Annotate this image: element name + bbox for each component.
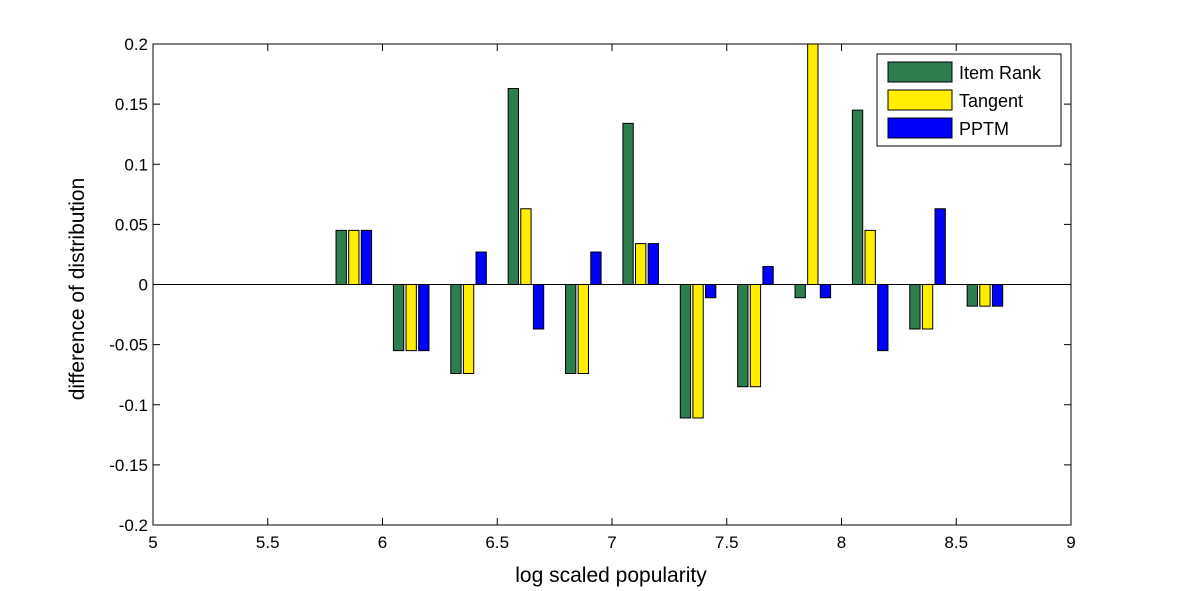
bar-tangent-9 (864, 229, 876, 285)
bar-tangent-0 (348, 229, 360, 285)
legend-label-pptm: PPTM (959, 119, 1009, 139)
bar-pptm-1 (418, 284, 430, 352)
bar-pptm-6 (705, 284, 717, 299)
bar-item-rank-8 (794, 284, 806, 299)
y-tick-label: -0.05 (109, 336, 148, 355)
bar-tangent-11 (979, 284, 991, 307)
x-tick-label: 5 (148, 533, 157, 552)
x-tick-label: 9 (1066, 533, 1075, 552)
x-tick-label: 6 (378, 533, 387, 552)
bar-tangent-5 (635, 243, 647, 286)
bar-item-rank-3 (507, 87, 519, 286)
y-tick-label: 0 (139, 276, 148, 295)
bar-pptm-11 (991, 284, 1004, 307)
bar-tangent-10 (921, 284, 934, 330)
bar-item-rank-6 (679, 284, 692, 419)
legend-swatch-item-rank (887, 61, 953, 83)
bar-item-rank-9 (851, 109, 864, 285)
bar-item-rank-7 (737, 284, 749, 388)
bar-tangent-1 (405, 284, 417, 352)
y-tick-label: 0.2 (124, 35, 148, 54)
bar-pptm-10 (934, 208, 946, 285)
bar-item-rank-4 (565, 284, 577, 374)
bar-item-rank-10 (909, 284, 921, 330)
legend-label-tangent: Tangent (959, 91, 1023, 111)
bar-pptm-7 (762, 265, 774, 285)
axis-ticks (152, 43, 1072, 526)
bar-pptm-2 (475, 251, 487, 285)
bar-item-rank-1 (392, 284, 405, 352)
x-tick-label: 7 (607, 533, 616, 552)
bar-item-rank-2 (450, 284, 462, 374)
bar-tangent-7 (749, 284, 762, 388)
y-tick-label: -0.1 (119, 396, 148, 415)
bar-tangent-4 (577, 284, 589, 374)
bar-pptm-8 (819, 284, 832, 299)
bar-pptm-5 (647, 243, 659, 286)
x-tick-label: 8.5 (944, 533, 968, 552)
x-tick-label: 5.5 (256, 533, 280, 552)
tick-labels: 5 5.5 6 6.5 7 7.5 8 8.5 9 -0.2 -0.15 -0.1 -0.05 0 0.05… (109, 35, 1075, 552)
y-tick-label: 0.15 (115, 95, 148, 114)
bar-pptm-0 (360, 229, 373, 285)
bar-pptm-3 (532, 284, 545, 330)
bar-item-rank-11 (966, 284, 978, 307)
y-tick-label: -0.2 (119, 516, 148, 535)
y-axis-title: difference of distribution (66, 178, 89, 401)
legend-label-item-rank: Item Rank (959, 63, 1042, 83)
x-tick-label: 8 (837, 533, 846, 552)
bar-pptm-4 (590, 251, 602, 285)
bar-item-rank-5 (622, 122, 634, 285)
x-tick-label: 7.5 (715, 533, 739, 552)
y-tick-label: -0.15 (109, 456, 148, 475)
x-axis-title: log scaled popularity (515, 564, 707, 587)
legend-swatch-pptm (887, 117, 953, 139)
legend: Item Rank Tangent PPTM (876, 53, 1062, 147)
bar-item-rank-0 (335, 229, 347, 285)
y-tick-label: 0.05 (115, 215, 148, 234)
x-tick-label: 6.5 (485, 533, 509, 552)
y-tick-label: 0.1 (124, 155, 148, 174)
bar-tangent-6 (692, 284, 704, 419)
bar-tangent-8 (807, 43, 819, 285)
bar-pptm-9 (877, 284, 889, 352)
bar-tangent-2 (462, 284, 475, 374)
bar-tangent-3 (520, 208, 532, 285)
legend-swatch-tangent (887, 89, 953, 111)
